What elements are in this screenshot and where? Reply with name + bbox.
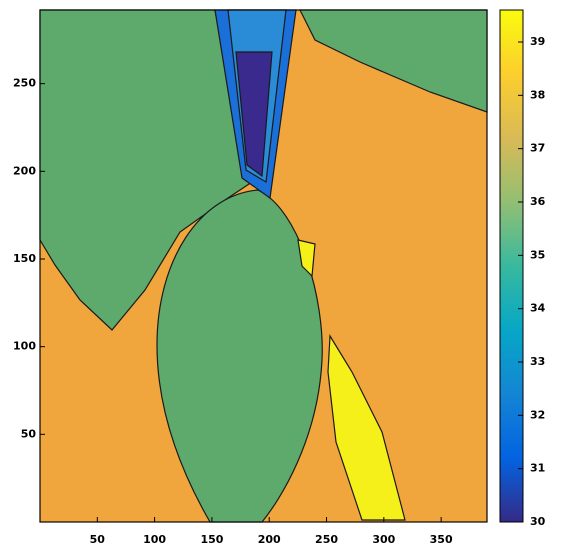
region — [235, 51, 273, 178]
x-tick-label: 350 — [430, 533, 453, 546]
colorbar-tick-label: 39 — [530, 35, 545, 48]
x-tick-label: 50 — [90, 533, 106, 546]
contour-field — [39, 9, 488, 523]
x-tick-label: 250 — [315, 533, 338, 546]
colorbar-tick-label: 30 — [530, 515, 546, 528]
x-tick-label: 300 — [372, 533, 395, 546]
y-tick-label: 200 — [13, 164, 36, 177]
colorbar-tick-label: 37 — [530, 142, 545, 155]
colorbar-tick-label: 32 — [530, 408, 545, 421]
colorbar-tick-label: 36 — [530, 195, 546, 208]
x-tick-label: 100 — [143, 533, 166, 546]
y-tick-label: 150 — [13, 252, 36, 265]
colorbar-tick-label: 31 — [530, 462, 545, 475]
region — [297, 239, 316, 278]
colorbar-tick-label: 34 — [530, 302, 546, 315]
colorbar-tick-label: 38 — [530, 88, 545, 101]
colorbar — [499, 9, 524, 523]
plot-frame — [39, 9, 488, 523]
colorbar-tick-label: 33 — [530, 355, 545, 368]
y-tick-label: 250 — [13, 77, 36, 90]
x-tick-label: 200 — [258, 533, 281, 546]
colorbar-tick-label: 35 — [530, 248, 545, 261]
y-tick-label: 50 — [21, 427, 37, 440]
y-tick-label: 100 — [13, 340, 36, 353]
x-tick-label: 150 — [200, 533, 223, 546]
